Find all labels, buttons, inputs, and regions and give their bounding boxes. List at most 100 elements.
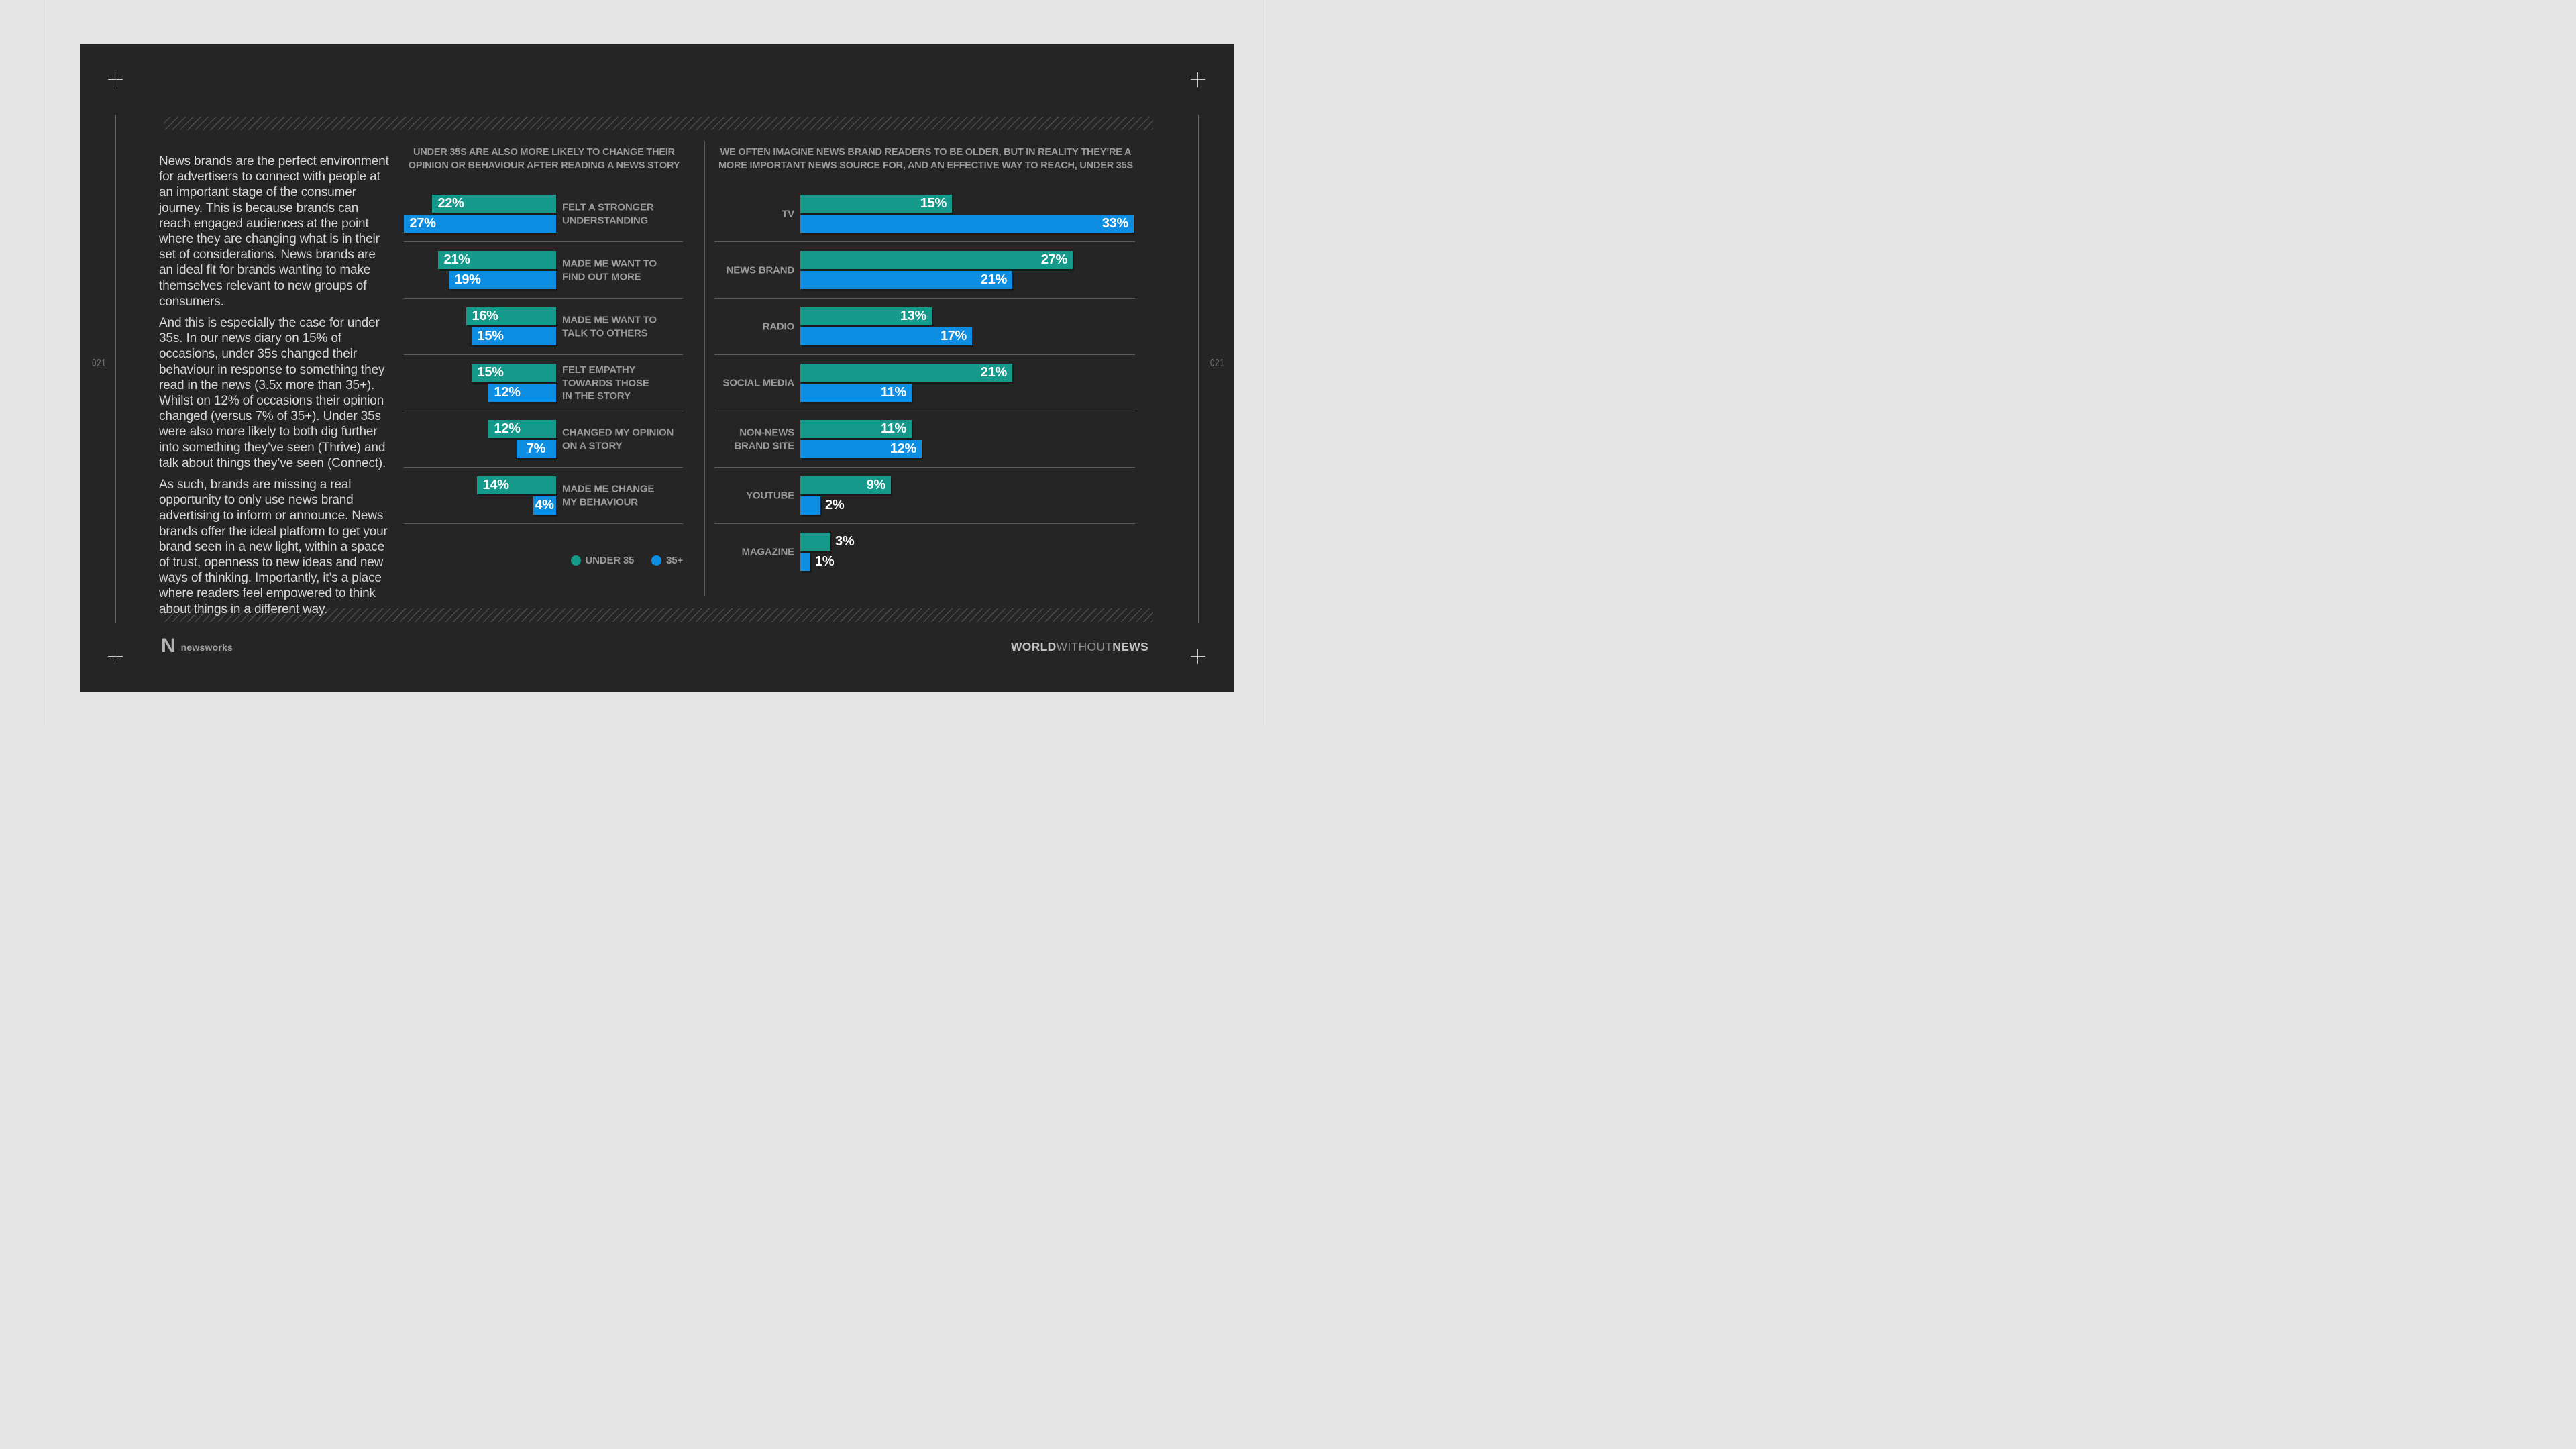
under35-bar: 12% bbox=[488, 420, 556, 438]
over35-bar: 7% bbox=[516, 440, 556, 458]
crosshair-bottom-right-icon bbox=[1191, 649, 1205, 664]
category-label: MAGAZINE bbox=[741, 546, 795, 558]
over35-bar: 15% bbox=[471, 327, 556, 345]
right-margin-line bbox=[1198, 115, 1199, 623]
under35-bar: 3% bbox=[800, 533, 855, 551]
category-label: TV bbox=[782, 208, 794, 220]
category-label: RADIO bbox=[762, 321, 795, 333]
bottom-hatch-rule bbox=[164, 608, 1153, 622]
over35-bar: 2% bbox=[800, 496, 845, 515]
chart-divider-line bbox=[704, 141, 705, 596]
chart-row: RADIO 13% 17% bbox=[714, 299, 1135, 355]
chart-row: YOUTUBE 9% 2% bbox=[714, 468, 1135, 524]
under35-value: 14% bbox=[482, 478, 509, 492]
under35-bar: 21% bbox=[800, 364, 1012, 382]
chart-row: 14% 4% MADE ME CHANGE MY BEHAVIOUR bbox=[404, 468, 684, 524]
chart-row: NEWS BRAND 27% 21% bbox=[714, 242, 1135, 299]
row-separator bbox=[714, 298, 1135, 299]
under35-bar: 21% bbox=[437, 251, 556, 269]
newsworks-logo: N newsworks bbox=[161, 636, 233, 656]
chart-row: 16% 15% MADE ME WANT TO TALK TO OTHERS bbox=[404, 299, 684, 355]
world-without-news-wordmark: WORLDWITHOUTNEWS bbox=[1010, 640, 1148, 653]
over35-bar: 11% bbox=[800, 384, 912, 402]
crosshair-top-left-icon bbox=[108, 72, 123, 87]
page-number-left: 021 bbox=[92, 358, 107, 369]
over35-bar: 17% bbox=[800, 327, 972, 345]
chart-row: TV 15% 33% bbox=[714, 186, 1135, 242]
under35-bar: 9% bbox=[800, 476, 891, 494]
over35-value: 11% bbox=[880, 385, 906, 400]
category-label: MADE ME WANT TO TALK TO OTHERS bbox=[562, 314, 657, 339]
over35-bar: 1% bbox=[800, 553, 835, 571]
over35-bar: 4% bbox=[533, 496, 556, 515]
under35-bar: 15% bbox=[800, 195, 952, 213]
crosshair-top-right-icon bbox=[1191, 72, 1205, 87]
legend-item-under35: UNDER 35 bbox=[570, 555, 635, 566]
chart-row: 15% 12% FELT EMPATHY TOWARDS THOSE IN THE ST… bbox=[404, 355, 684, 411]
under35-value: 21% bbox=[443, 252, 470, 267]
intro-paragraph-3: As such, brands are missing a real oppor… bbox=[159, 478, 388, 616]
over35-value: 21% bbox=[980, 272, 1007, 287]
under35-value: 9% bbox=[866, 478, 886, 492]
reach-chart-title: WE OFTEN IMAGINE NEWS BRAND READERS TO B… bbox=[718, 147, 1133, 171]
row-separator bbox=[714, 523, 1135, 524]
row-separator bbox=[714, 467, 1135, 468]
over35-value: 7% bbox=[526, 441, 546, 456]
over35-value: 17% bbox=[940, 329, 967, 343]
row-separator bbox=[404, 467, 683, 468]
under35-value: 27% bbox=[1040, 252, 1067, 267]
top-hatch-rule bbox=[164, 117, 1153, 130]
under35-bar: 13% bbox=[800, 307, 932, 325]
over35-value: 4% bbox=[535, 498, 554, 513]
over35-value: 15% bbox=[477, 329, 504, 343]
chart-row: 21% 19% MADE ME WANT TO FIND OUT MORE bbox=[404, 242, 684, 299]
left-margin-line bbox=[115, 115, 116, 623]
over35-bar: 12% bbox=[800, 440, 922, 458]
over35-bar: 21% bbox=[800, 271, 1012, 289]
over35-value: 12% bbox=[890, 441, 916, 456]
legend-item-35plus: 35+ bbox=[651, 555, 683, 566]
intro-paragraph-1: News brands are the perfect environment … bbox=[159, 154, 389, 309]
under35-value: 15% bbox=[477, 365, 504, 380]
under35-bar: 16% bbox=[466, 307, 556, 325]
category-label: FELT EMPATHY TOWARDS THOSE IN THE STORY bbox=[562, 364, 649, 402]
row-separator bbox=[404, 354, 683, 355]
under35-value: 11% bbox=[880, 421, 906, 436]
over35-bar: 27% bbox=[403, 215, 556, 233]
reach-chart-rows: TV 15% 33% NEWS BRAND 27% 21% RADIO 13% 17% SOCIA… bbox=[714, 186, 1135, 580]
category-label: YOUTUBE bbox=[746, 490, 794, 502]
under35-value: 13% bbox=[900, 309, 926, 323]
chart-row: NON-NEWS BRAND SITE 11% 12% bbox=[714, 411, 1135, 468]
newsworks-logo-text: newsworks bbox=[180, 641, 233, 653]
over35-value: 1% bbox=[815, 554, 835, 569]
under35-value: 12% bbox=[494, 421, 521, 436]
category-label: MADE ME WANT TO FIND OUT MORE bbox=[562, 258, 657, 283]
under35-bar: 22% bbox=[431, 195, 556, 213]
intro-copy: News brands are the perfect environment … bbox=[159, 154, 391, 623]
chart-row: MAGAZINE 3% 1% bbox=[714, 524, 1135, 580]
category-label: MADE ME CHANGE MY BEHAVIOUR bbox=[562, 483, 655, 508]
over35-value: 2% bbox=[825, 498, 845, 513]
newsworks-n-icon: N bbox=[161, 635, 176, 657]
chart-row: SOCIAL MEDIA 21% 11% bbox=[714, 355, 1135, 411]
over35-value: 27% bbox=[409, 216, 436, 231]
chart-row: 22% 27% FELT A STRONGER UNDERSTANDING bbox=[403, 186, 684, 242]
under35-bar: 14% bbox=[476, 476, 556, 494]
legend-label: 35+ bbox=[666, 555, 683, 566]
page-number-right: 021 bbox=[1210, 358, 1225, 369]
row-separator bbox=[404, 298, 683, 299]
under35-value: 21% bbox=[980, 365, 1007, 380]
under35-value: 15% bbox=[920, 196, 947, 211]
category-label: NON-NEWS BRAND SITE bbox=[734, 427, 794, 452]
opinion-chart-title: UNDER 35S ARE ALSO MORE LIKELY TO CHANGE… bbox=[408, 147, 680, 171]
row-separator bbox=[404, 241, 683, 242]
under35-bar: 11% bbox=[800, 420, 912, 438]
legend-label: UNDER 35 bbox=[585, 555, 635, 566]
under35-bar: 15% bbox=[471, 364, 556, 382]
plus35-legend-dot-icon bbox=[651, 555, 662, 566]
over35-value: 12% bbox=[494, 385, 521, 400]
under35-legend-dot-icon bbox=[570, 555, 581, 566]
intro-paragraph-2: And this is especially the case for unde… bbox=[159, 316, 386, 470]
over35-bar: 12% bbox=[488, 384, 556, 402]
under35-value: 3% bbox=[835, 534, 855, 549]
